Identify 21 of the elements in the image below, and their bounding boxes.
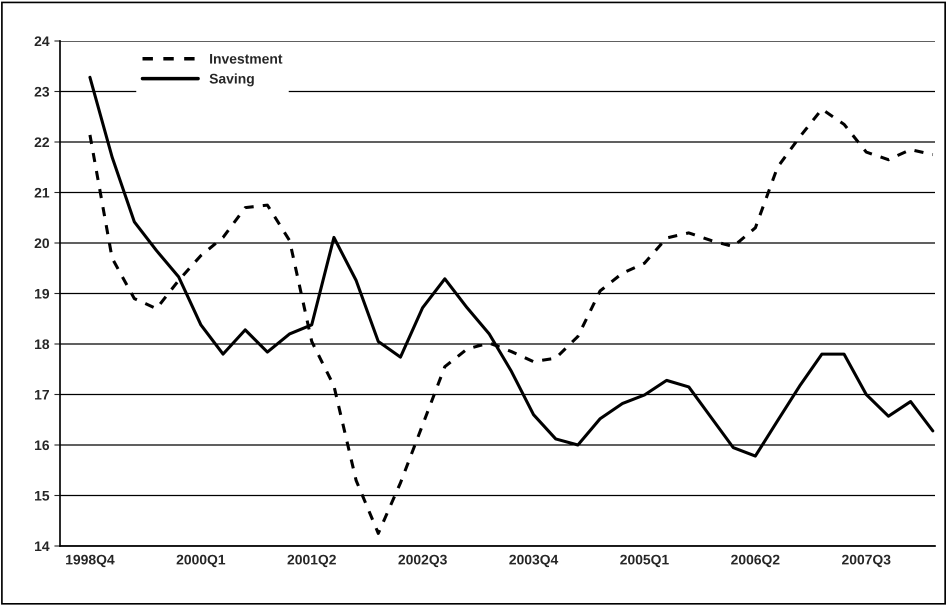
x-tick-label: 2007Q3 bbox=[842, 554, 890, 568]
x-tick-label: 2002Q3 bbox=[398, 554, 447, 568]
x-tick-label: 1998Q4 bbox=[66, 554, 115, 568]
x-tick-label: 2001Q2 bbox=[288, 554, 336, 568]
x-tick-label: 2000Q1 bbox=[176, 554, 226, 568]
legend-label: Investment bbox=[210, 54, 282, 64]
y-tick-label: 16 bbox=[35, 440, 50, 450]
x-tick-label: 2003Q4 bbox=[509, 554, 558, 568]
legend-label: Saving bbox=[210, 73, 254, 86]
y-tick-label: 23 bbox=[34, 86, 50, 97]
y-tick-label: 17 bbox=[35, 390, 49, 400]
y-tick-label: 20 bbox=[34, 238, 50, 248]
y-tick-label: 22 bbox=[34, 137, 50, 148]
x-tick-label: 2006Q2 bbox=[731, 554, 780, 568]
y-tick-label: 21 bbox=[34, 188, 50, 198]
y-tick-label: 24 bbox=[34, 36, 50, 46]
x-tick-label: 2005Q1 bbox=[620, 554, 669, 568]
y-tick-label: 18 bbox=[35, 339, 50, 350]
y-tick-label: 14 bbox=[35, 541, 50, 552]
y-tick-label: 19 bbox=[35, 288, 50, 299]
y-tick-label: 15 bbox=[35, 490, 50, 501]
